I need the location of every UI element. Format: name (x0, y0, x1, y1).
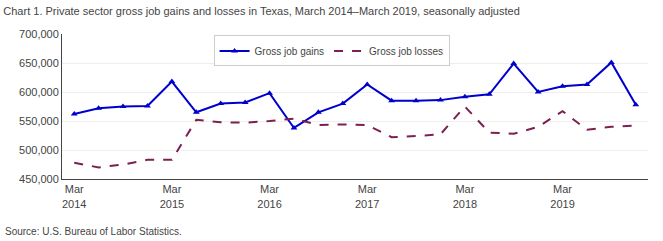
svg-text:Mar2018: Mar2018 (453, 183, 477, 209)
svg-text:550,000: 550,000 (19, 115, 59, 127)
svg-text:600,000: 600,000 (19, 86, 59, 98)
svg-text:650,000: 650,000 (19, 57, 59, 69)
svg-text:700,000: 700,000 (19, 28, 59, 40)
svg-text:Mar2014: Mar2014 (62, 183, 86, 209)
svg-text:500,000: 500,000 (19, 144, 59, 156)
svg-text:Source: U.S. Bureau of Labor S: Source: U.S. Bureau of Labor Statistics. (5, 226, 182, 237)
svg-text:Gross job losses: Gross job losses (369, 46, 443, 57)
svg-text:Mar2019: Mar2019 (550, 183, 574, 209)
svg-text:Gross job gains: Gross job gains (255, 46, 324, 57)
svg-text:Chart 1. Private sector gross: Chart 1. Private sector gross job gains … (3, 5, 519, 17)
svg-text:Mar2016: Mar2016 (257, 183, 281, 209)
svg-text:Mar2015: Mar2015 (160, 183, 184, 209)
svg-text:450,000: 450,000 (19, 173, 59, 185)
svg-text:Mar2017: Mar2017 (355, 183, 379, 209)
